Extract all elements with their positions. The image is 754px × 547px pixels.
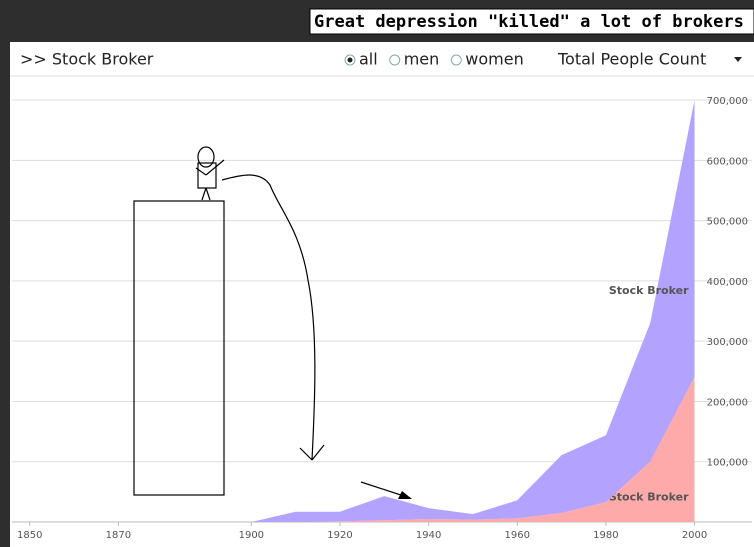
x-tick-label: 1980 bbox=[593, 530, 618, 541]
radio-label[interactable]: all bbox=[359, 50, 378, 69]
y-tick-label: 600,000 bbox=[707, 156, 748, 167]
x-tick-label: 1850 bbox=[17, 530, 42, 541]
area-label: Stock Broker bbox=[609, 284, 689, 297]
y-tick-label: 100,000 bbox=[707, 458, 748, 469]
annotation: Great depression "killed" a lot of broke… bbox=[314, 12, 744, 32]
radio-label[interactable]: women bbox=[465, 50, 523, 69]
x-tick-label: 1900 bbox=[239, 530, 264, 541]
breadcrumb[interactable]: >> Stock Broker bbox=[20, 50, 154, 69]
area-label: Stock Broker bbox=[609, 490, 689, 503]
radio[interactable] bbox=[390, 55, 400, 65]
x-tick-label: 1940 bbox=[416, 530, 441, 541]
options: all men women bbox=[345, 50, 524, 69]
x-tick-label: 1870 bbox=[106, 530, 131, 541]
radio-dot bbox=[348, 58, 353, 63]
radio[interactable] bbox=[451, 55, 461, 65]
y-tick-label: 200,000 bbox=[707, 397, 748, 408]
y-tick-label: 400,000 bbox=[707, 277, 748, 288]
y-tick-label: 300,000 bbox=[707, 337, 748, 348]
x-tick-label: 2000 bbox=[682, 530, 707, 541]
y-tick-label: 500,000 bbox=[707, 217, 748, 228]
page: {"ui": {"annotation": "Great depression … bbox=[0, 0, 754, 547]
x-tick-label: 1920 bbox=[327, 530, 352, 541]
radio-label[interactable]: men bbox=[404, 50, 440, 69]
y-tick-label: 700,000 bbox=[707, 96, 748, 107]
measure-dropdown[interactable]: Total People Count bbox=[557, 50, 706, 69]
x-tick-label: 1960 bbox=[505, 530, 530, 541]
screen: Great depression "killed" a lot of broke… bbox=[0, 0, 754, 547]
